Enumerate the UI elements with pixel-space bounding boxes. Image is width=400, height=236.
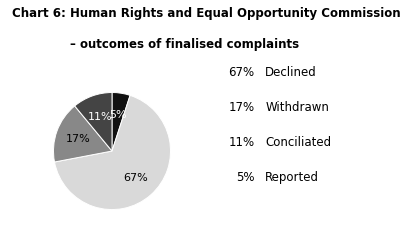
Wedge shape [112, 93, 130, 151]
Text: – outcomes of finalised complaints: – outcomes of finalised complaints [70, 38, 299, 51]
Text: Declined: Declined [265, 66, 317, 79]
Text: 5%: 5% [236, 171, 255, 184]
Wedge shape [75, 93, 112, 151]
Wedge shape [54, 95, 170, 210]
Text: 17%: 17% [66, 134, 90, 144]
Text: 67%: 67% [228, 66, 255, 79]
Text: Conciliated: Conciliated [265, 136, 332, 149]
Text: Withdrawn: Withdrawn [265, 101, 329, 114]
Text: 11%: 11% [228, 136, 255, 149]
Text: Reported: Reported [265, 171, 319, 184]
Text: 11%: 11% [87, 112, 112, 122]
Text: 5%: 5% [109, 110, 126, 120]
Text: Chart 6:: Chart 6: [12, 7, 66, 20]
Text: 67%: 67% [124, 173, 148, 183]
Wedge shape [54, 106, 112, 162]
Text: 17%: 17% [228, 101, 255, 114]
Text: Human Rights and Equal Opportunity Commission Act: Human Rights and Equal Opportunity Commi… [70, 7, 400, 20]
